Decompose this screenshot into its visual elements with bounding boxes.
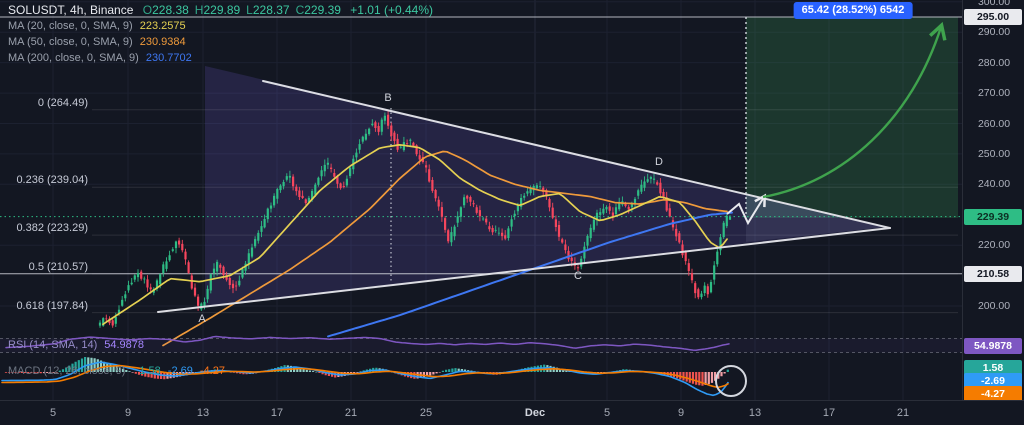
macd-value: -4.27 (199, 365, 225, 377)
macd-value: -2.69 (167, 365, 193, 377)
ohlc-value: 229.39 (304, 3, 341, 17)
pattern-letter-a: A (198, 313, 206, 325)
time-axis-label: 9 (124, 407, 132, 419)
ma-value: 223.2575 (139, 20, 186, 32)
measure-badge[interactable]: 65.42 (28.52%) 6542 (793, 2, 913, 19)
price-axis-badge: 295.00 (964, 9, 1022, 25)
rsi-band (0, 338, 962, 353)
fib-label: 0.5 (210.57) (28, 260, 88, 273)
ohlc-prefix: O (142, 3, 153, 17)
time-axis-label: 13 (748, 407, 762, 419)
fib-label: 0.236 (239.04) (16, 174, 88, 187)
ohlc-prefix: C (295, 3, 305, 17)
price-axis-label: 200.00 (977, 300, 1011, 312)
ohlc-value: 229.89 (203, 3, 241, 17)
macd-legend: MACD (12, 26, close, 9) 1.58 -2.69 -4.27 (8, 365, 225, 377)
time-axis-label: 17 (270, 407, 284, 419)
ma-value: 230.7702 (145, 52, 192, 64)
time-axis-label: 25 (419, 407, 433, 419)
ma-legend-row: MA (50, close, 0, SMA, 9) 230.9384 (8, 36, 186, 48)
ohlc-value: 228.38 (152, 3, 189, 17)
price-axis-badge: -2.69 (964, 372, 1022, 389)
price-axis-label: 260.00 (977, 117, 1011, 130)
ma-legend-row: MA (20, close, 0, SMA, 9) 223.2575 (8, 20, 186, 32)
projection-zone[interactable] (746, 17, 958, 218)
macd-signal-line (1, 364, 729, 389)
price-axis-badge: 210.58 (964, 265, 1022, 282)
lower-trendline[interactable] (157, 227, 891, 313)
macd-values: 1.58 -2.69 -4.27 (132, 365, 225, 377)
price-axis-label: 240.00 (977, 178, 1011, 191)
ma50-line (162, 150, 728, 347)
breakout-zigzag-arrow[interactable] (726, 193, 767, 226)
price-axis-badge: -4.27 (964, 386, 1022, 402)
price-axis-label: 270.00 (977, 87, 1011, 100)
ohlc-prefix: H (194, 3, 204, 17)
ohlc-values: O228.38 H229.89 L228.37 C229.39 (137, 3, 341, 17)
price-axis-label: 300.00 (977, 0, 1011, 8)
symbol-legend: SOLUSDT, 4h, Binance O228.38 H229.89 L228.… (8, 3, 433, 17)
ma-label: MA (200, close, 0, SMA, 9) (8, 52, 139, 64)
time-axis-label: 5 (603, 407, 611, 419)
time-axis-label: 5 (49, 407, 57, 419)
pattern-letter-c: C (574, 270, 582, 282)
pattern-letter-d: D (655, 156, 663, 168)
ma20-line (102, 144, 728, 326)
rsi-line (5, 335, 730, 352)
time-axis-label: Dec (524, 407, 546, 419)
time-axis-label: 17 (822, 407, 836, 419)
price-axis-label: 220.00 (977, 239, 1011, 252)
price-axis-badge: 1.58 (964, 360, 1022, 376)
ma-label: MA (50, close, 0, SMA, 9) (8, 36, 133, 48)
fib-label: 0 (264.49) (37, 96, 88, 109)
ma-label: MA (20, close, 0, SMA, 9) (8, 20, 133, 32)
pattern-letter-b: B (384, 92, 391, 104)
macd-cross-circle[interactable] (715, 365, 747, 397)
change-value: +1.01 (+0.44%) (350, 3, 434, 17)
time-axis-label: 13 (196, 407, 210, 419)
time-axis-label: 21 (344, 407, 358, 419)
time-axis[interactable]: 5 9 13 17 21 25 Dec 5 9 13 17 21 (0, 400, 1024, 425)
ohlc-value: 228.37 (252, 3, 290, 17)
price-axis-badge: 229.39 (964, 208, 1022, 225)
fib-label: 0.618 (197.84) (16, 299, 88, 312)
chart-canvas[interactable]: A B C D (0, 0, 962, 400)
upper-trendline[interactable] (262, 80, 891, 229)
ohlc-prefix: L (246, 3, 253, 17)
target-curve-arrow[interactable] (762, 21, 947, 199)
price-axis-label: 280.00 (977, 56, 1011, 69)
ma-legend-row: MA (200, close, 0, SMA, 9) 230.7702 (8, 52, 192, 64)
macd-label: MACD (12, 26, close, 9) (8, 365, 126, 377)
rsi-legend: RSI (14, SMA, 14) 54.9878 (8, 339, 144, 351)
price-axis-label: 290.00 (977, 26, 1011, 39)
price-axis[interactable]: 300.00 290.00 280.00 270.00 260.00 250.00 240.… (962, 0, 1024, 402)
fib-label: 0.382 (223.29) (16, 222, 88, 235)
time-axis-label: 21 (896, 407, 910, 419)
ma-value: 230.9384 (139, 36, 186, 48)
rsi-value: 54.9878 (104, 339, 145, 351)
symbol-title[interactable]: SOLUSDT, 4h, Binance (8, 3, 134, 17)
macd-value: 1.58 (139, 365, 161, 377)
price-axis-badge: 54.9878 (964, 338, 1022, 354)
price-axis-label: 250.00 (977, 147, 1011, 160)
time-axis-label: 9 (677, 407, 685, 419)
apex-wedge-fill (746, 195, 887, 242)
rsi-label: RSI (14, SMA, 14) (8, 339, 98, 351)
